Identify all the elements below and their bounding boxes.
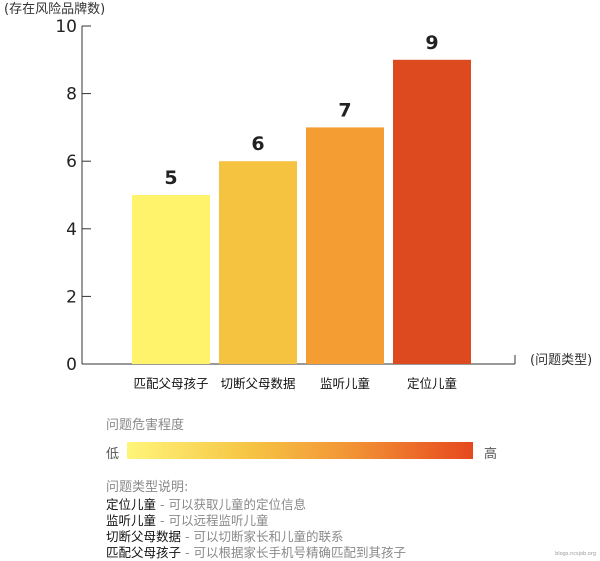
bar <box>132 195 210 364</box>
description-item-text: - 可以获取儿童的定位信息 <box>156 497 306 512</box>
severity-legend-title: 问题危害程度 <box>106 418 185 433</box>
description-item-name: 匹配父母孩子 <box>106 545 182 560</box>
description-title: 问题类型说明: <box>106 480 189 495</box>
severity-gradient-bar <box>127 442 473 459</box>
description-item: 匹配父母孩子 - 可以根据家长手机号精确匹配到其孩子 <box>106 545 406 561</box>
bar <box>306 127 384 365</box>
bar-value-label: 9 <box>425 32 438 54</box>
y-tick-label: 8 <box>66 85 77 105</box>
description-item-text: - 可以切断家长和儿童的联系 <box>181 529 344 544</box>
description-item-name: 切断父母数据 <box>106 529 182 544</box>
description-item-text: - 可以根据家长手机号精确匹配到其孩子 <box>181 545 406 560</box>
x-axis-label: (问题类型) <box>530 353 592 368</box>
x-tick-label: 定位儿童 <box>407 376 457 391</box>
description-item: 切断父母数据 - 可以切断家长和儿童的联系 <box>106 529 406 545</box>
description-item: 定位儿童 - 可以获取儿童的定位信息 <box>106 497 406 513</box>
y-tick-label: 4 <box>66 220 77 240</box>
x-tick-label: 切断父母数据 <box>220 376 295 391</box>
bar <box>393 59 471 365</box>
bar-value-label: 7 <box>338 99 351 121</box>
y-axis-label: (存在风险品牌数) <box>4 1 105 17</box>
y-tick-label: 6 <box>66 152 77 172</box>
watermark: blogs.ncsjob.org <box>555 551 596 557</box>
y-tick-label: 0 <box>66 355 77 375</box>
description-list: 定位儿童 - 可以获取儿童的定位信息 监听儿童 - 可以远程监听儿童 切断父母数… <box>106 497 406 561</box>
bar-chart: (存在风险品牌数) 0 2 4 6 8 10 5 匹配父母孩子 6 切断父母数据 7 监听儿童 9 定位… <box>4 1 592 391</box>
bar-value-label: 5 <box>164 167 177 189</box>
severity-low-label: 低 <box>106 447 120 462</box>
description-item: 监听儿童 - 可以远程监听儿童 <box>106 513 406 529</box>
bars: 5 匹配父母孩子 6 切断父母数据 7 监听儿童 9 定位儿童 <box>132 32 471 391</box>
y-axis: 0 2 4 6 8 10 <box>55 17 91 375</box>
x-tick-label: 监听儿童 <box>320 376 370 391</box>
bar-value-label: 6 <box>251 133 264 155</box>
y-tick-label: 10 <box>55 17 77 37</box>
y-tick-label: 2 <box>66 287 77 307</box>
severity-high-label: 高 <box>484 447 498 462</box>
x-tick-label: 匹配父母孩子 <box>133 376 208 391</box>
description-item-name: 监听儿童 <box>106 513 157 528</box>
description-item-text: - 可以远程监听儿童 <box>156 513 269 528</box>
bar <box>219 161 297 364</box>
description-item-name: 定位儿童 <box>106 497 157 512</box>
